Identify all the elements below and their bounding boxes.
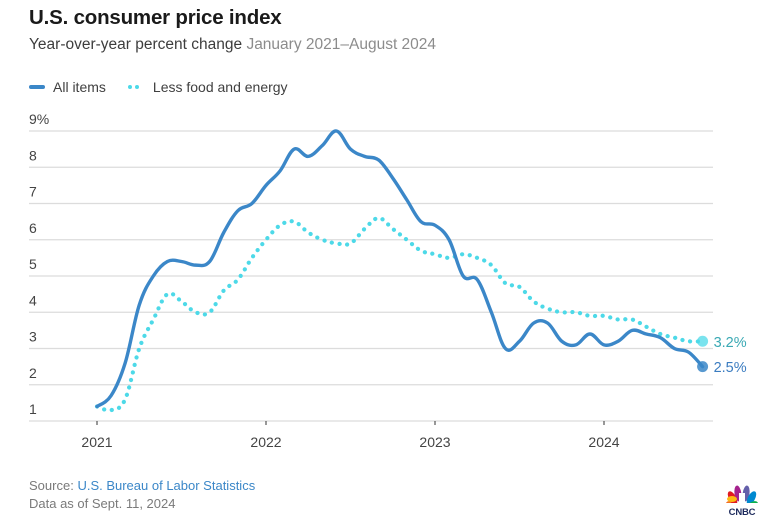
series-line-core	[94, 215, 705, 413]
source-label: Source:	[29, 478, 74, 493]
legend-label: Less food and energy	[152, 79, 288, 95]
y-tick-label: 6	[29, 220, 37, 236]
end-point-all-items	[697, 361, 709, 373]
y-tick-label: 5	[29, 256, 37, 272]
peacock-icon	[725, 485, 759, 512]
data-as-of: Data as of Sept. 11, 2024	[29, 496, 176, 511]
y-tick-label: 8	[29, 147, 37, 163]
series-line-all-items	[95, 129, 705, 409]
end-point-core	[697, 335, 709, 347]
footer: Source: U.S. Bureau of Labor Statistics …	[29, 477, 255, 513]
chart-title: U.S. consumer price index	[29, 6, 282, 29]
y-tick-label: 1	[29, 401, 37, 417]
legend-item-all-items: All items	[29, 79, 106, 95]
y-tick-label: 7	[29, 184, 37, 200]
legend-item-core: Less food and energy	[127, 79, 288, 95]
y-tick-label: 2	[29, 365, 37, 381]
end-label-all-items: 2.5%	[714, 360, 747, 376]
legend-label: All items	[53, 79, 106, 95]
dotted-line-swatch-icon	[127, 85, 142, 89]
x-tick-label: 2023	[419, 434, 450, 450]
source-line: Source: U.S. Bureau of Labor Statistics	[29, 477, 255, 495]
source-link[interactable]: U.S. Bureau of Labor Statistics	[77, 478, 256, 493]
end-label-core: 3.2%	[714, 335, 747, 351]
subtitle-text: Year-over-year percent change	[29, 36, 243, 53]
x-tick-label: 2022	[250, 434, 281, 450]
legend: All items Less food and energy	[29, 79, 310, 95]
chart-subtitle: Year-over-year percent change January 20…	[29, 36, 436, 54]
cnbc-logo: CNBC	[724, 481, 760, 518]
x-tick-label: 2024	[588, 434, 619, 450]
solid-line-swatch-icon	[29, 85, 45, 89]
line-chart: 1 2 3 4 5 6 7 8 9% 2021 2022 2023 2024 3.2% 2.5%	[29, 111, 747, 450]
x-tick-label: 2021	[81, 434, 112, 450]
y-tick-label: 4	[29, 292, 37, 308]
date-range: January 2021–August 2024	[246, 36, 437, 53]
logo-text: CNBC	[728, 507, 756, 518]
y-tick-label: 9%	[29, 111, 49, 127]
y-tick-label: 3	[29, 329, 37, 345]
